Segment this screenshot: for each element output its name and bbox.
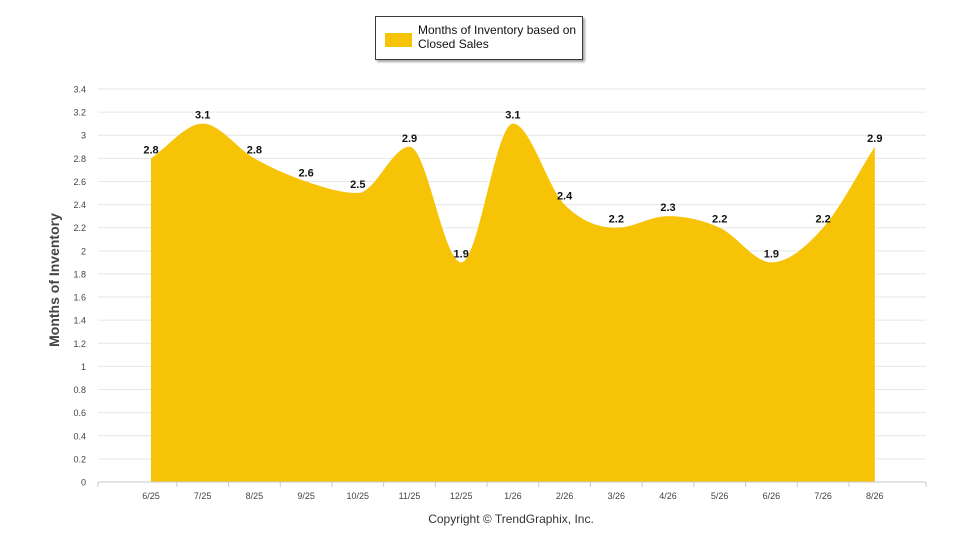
x-tick-label: 1/26 — [504, 491, 522, 501]
data-label: 2.2 — [609, 214, 624, 226]
data-labels: 2.8 3.1 2.8 2.6 2.5 2.9 1.9 3.1 2.4 2.2 2.3 2.2 1.9 2… — [143, 110, 882, 261]
x-tick-label: 4/26 — [659, 491, 677, 501]
data-label: 2.8 — [143, 144, 158, 156]
legend-swatch — [385, 33, 412, 47]
data-label: 1.9 — [764, 248, 779, 260]
y-tick-label: 1.4 — [73, 316, 86, 326]
y-axis-ticks: 0 0.2 0.4 0.6 0.8 1 1.2 1.4 1.6 1.8 2 2.2 2.4 2.6 2.8 3… — [73, 85, 86, 488]
y-tick-label: 3.2 — [73, 108, 86, 118]
x-axis-ticks: 6/25 7/25 8/25 9/25 10/25 11/25 12/25 1/26 2/26 3… — [97, 481, 927, 501]
copyright-text: Copyright © TrendGraphix, Inc. — [428, 512, 594, 526]
data-label: 2.3 — [660, 202, 675, 214]
y-tick-label: 1.2 — [73, 339, 86, 349]
y-axis-title: Months of Inventory — [46, 213, 62, 347]
y-tick-label: 0 — [81, 478, 86, 488]
y-tick-label: 2.4 — [73, 200, 86, 210]
y-tick-label: 3.4 — [73, 85, 86, 95]
x-tick-label: 8/26 — [866, 491, 884, 501]
data-label: 2.2 — [712, 214, 727, 226]
y-tick-label: 2.2 — [73, 223, 86, 233]
data-label: 3.1 — [195, 110, 210, 122]
y-tick-label: 2.8 — [73, 154, 86, 164]
x-tick-label: 6/25 — [142, 491, 160, 501]
x-tick-label: 5/26 — [711, 491, 729, 501]
y-tick-label: 0.2 — [73, 454, 86, 464]
x-tick-label: 9/25 — [297, 491, 315, 501]
data-label: 2.9 — [867, 133, 882, 145]
y-tick-label: 0.8 — [73, 385, 86, 395]
x-tick-label: 11/25 — [399, 491, 421, 501]
x-tick-label: 10/25 — [347, 491, 370, 501]
x-tick-label: 12/25 — [450, 491, 473, 501]
x-tick-label: 7/25 — [194, 491, 212, 501]
x-tick-label: 3/26 — [608, 491, 626, 501]
data-label: 1.9 — [454, 248, 469, 260]
data-label: 2.4 — [557, 191, 573, 203]
data-label: 2.6 — [298, 167, 313, 179]
area-series-fill — [151, 123, 875, 482]
x-tick-label: 8/25 — [246, 491, 264, 501]
y-tick-label: 1.6 — [73, 293, 86, 303]
y-tick-label: 0.4 — [73, 431, 86, 441]
x-tick-label: 6/26 — [763, 491, 781, 501]
y-tick-label: 0.6 — [73, 408, 86, 418]
data-label: 2.5 — [350, 179, 365, 191]
x-tick-label: 2/26 — [556, 491, 574, 501]
y-tick-label: 3 — [81, 131, 86, 141]
y-tick-label: 1 — [81, 362, 86, 372]
y-tick-label: 2 — [81, 246, 86, 256]
y-tick-label: 1.8 — [73, 269, 86, 279]
data-label: 2.2 — [815, 214, 830, 226]
area-series — [151, 123, 875, 482]
data-label: 2.8 — [247, 144, 262, 156]
data-label: 2.9 — [402, 133, 417, 145]
legend-label: Months of Inventory based on Closed Sale… — [418, 23, 577, 51]
y-tick-label: 2.6 — [73, 177, 86, 187]
legend[interactable]: Months of Inventory based on Closed Sale… — [375, 16, 583, 60]
copyright-footer: Copyright © TrendGraphix, Inc. — [0, 512, 960, 526]
data-label: 3.1 — [505, 110, 520, 122]
x-tick-label: 7/26 — [814, 491, 832, 501]
